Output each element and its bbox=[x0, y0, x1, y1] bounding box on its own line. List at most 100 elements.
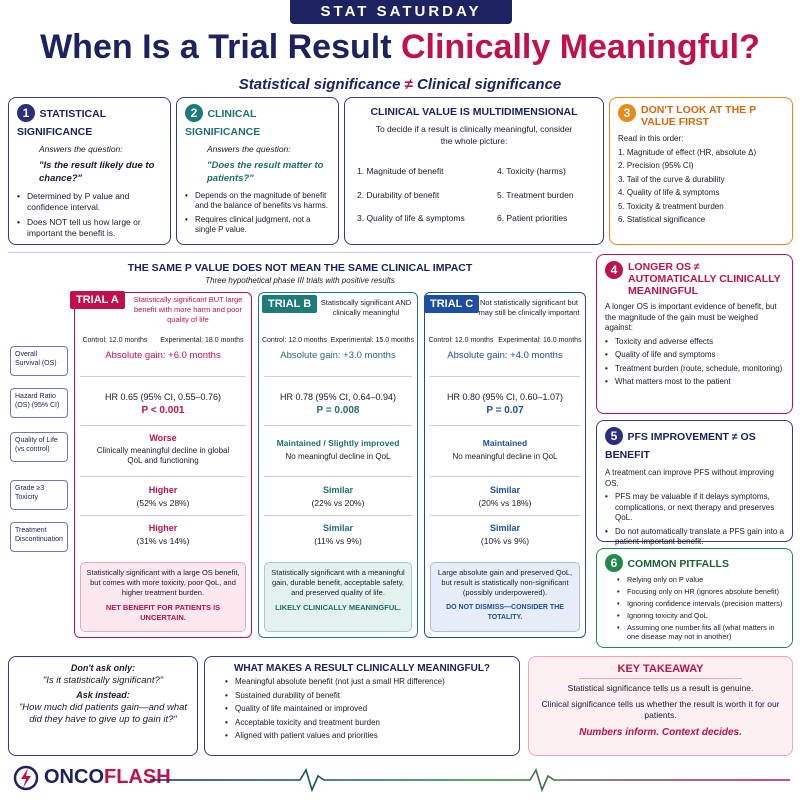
criteria-item: Sustained durability of benefit bbox=[225, 691, 509, 702]
trial-c-summary: Large absolute gain and preserved QoL, b… bbox=[430, 562, 580, 632]
dimension-item: 1. Magnitude of benefit bbox=[357, 166, 444, 176]
criteria-item: Meaningful absolute benefit (not just a … bbox=[225, 677, 509, 688]
row-label-os: Overall Survival (OS) bbox=[10, 346, 68, 376]
dimension-item: 6. Patient priorities bbox=[497, 213, 568, 223]
series-badge: STAT SATURDAY bbox=[290, 0, 512, 24]
bullet: Does NOT tell us how large or important … bbox=[17, 217, 162, 240]
qol-result: Maintained bbox=[482, 438, 528, 448]
trial-b-column bbox=[258, 292, 418, 638]
verdict: LIKELY CLINICALLY MEANINGFUL. bbox=[275, 603, 401, 612]
box-title: PFS IMPROVEMENT ≠ OS BENEFIT bbox=[605, 431, 756, 462]
toxicity-detail: (22% vs 20%) bbox=[311, 497, 365, 508]
longer-os-box: 4 LONGER OS ≠ AUTOMATICALLY CLINICALLY ME… bbox=[596, 254, 793, 414]
box-title: LONGER OS ≠ AUTOMATICALLY CLINICALLY MEA… bbox=[628, 261, 781, 297]
discontinuation-detail: (11% vs 9%) bbox=[314, 535, 362, 546]
box-ask-label: Answers the question: bbox=[39, 144, 123, 155]
number-badge: 5 bbox=[605, 427, 623, 445]
takeaway-line: Clinical significance tells us whether t… bbox=[541, 699, 780, 720]
clinical-significance-box: 2 CLINICAL SIGNIFICANCE Answers the ques… bbox=[176, 97, 339, 245]
dimension-list-left: 1. Magnitude of benefit 2. Durability of… bbox=[357, 166, 487, 225]
control-os: Control: 12.0 months bbox=[82, 337, 148, 344]
qol-detail: No meaningful decline in QoL bbox=[285, 451, 391, 461]
row-label-discontinuation: Treatment Discontinuation bbox=[10, 522, 68, 552]
reading-order-list: 1. Magnitude of effect (HR, absolute Δ) … bbox=[618, 148, 784, 226]
box-title: STATISTICAL SIGNIFICANCE bbox=[17, 108, 106, 139]
criteria-item: Quality of life maintained or improved bbox=[225, 704, 509, 715]
dimension-item: 2. Durability of benefit bbox=[357, 189, 440, 200]
toxicity-result: Similar bbox=[322, 485, 353, 495]
key-takeaway-box: KEY TAKEAWAY Statistical significance te… bbox=[528, 656, 793, 756]
box-ask-label: Answers the question: bbox=[207, 144, 291, 155]
box-bullets: Depends on the magnitude of benefit and … bbox=[185, 191, 330, 236]
pitfall-item: Relying only on P value bbox=[617, 575, 784, 584]
takeaway-line: Statistical significance tells us a resu… bbox=[567, 683, 754, 693]
trial-c-tag: TRIAL C bbox=[424, 295, 480, 313]
list-item: 6. Statistical significance bbox=[618, 215, 706, 224]
bullet: Treatment burden (route, schedule, monit… bbox=[605, 364, 784, 375]
box-title: KEY TAKEAWAY bbox=[617, 663, 704, 675]
qol-result: Maintained / Slightly improved bbox=[276, 438, 400, 448]
bullet: Determined by P value and confidence int… bbox=[17, 191, 162, 214]
box-intro: A treatment can improve PFS without impr… bbox=[605, 468, 774, 488]
trials-heading: THE SAME P VALUE DOES NOT MEAN THE SAME … bbox=[127, 262, 473, 274]
trial-b-tag: TRIAL B bbox=[262, 295, 318, 313]
bullet: Do not automatically translate a PFS gai… bbox=[605, 527, 784, 548]
bullet: Quality of life and symptoms bbox=[605, 350, 784, 361]
trial-b-description: Statistically significant AND clinically… bbox=[320, 298, 412, 317]
number-badge: 2 bbox=[185, 104, 203, 122]
absolute-gain: Absolute gain: +4.0 months bbox=[447, 349, 563, 361]
trial-a-column bbox=[74, 292, 252, 638]
ask-line: Don't ask only: bbox=[70, 663, 136, 673]
number-badge: 3 bbox=[618, 104, 636, 122]
bullet: Requires clinical judgment, not a single… bbox=[185, 215, 330, 236]
box-intro: Read in this order: bbox=[618, 134, 684, 143]
ask-line: Ask instead: bbox=[76, 690, 130, 700]
ask-instead-box: Don't ask only: "Is it statistically sig… bbox=[8, 656, 198, 756]
ecg-line-decoration bbox=[150, 768, 790, 793]
criteria-list: Meaningful absolute benefit (not just a … bbox=[225, 677, 509, 742]
hazard-ratio: HR 0.78 (95% CI, 0.64–0.94) bbox=[279, 392, 397, 402]
trials-section bbox=[8, 252, 592, 644]
discontinuation-detail: (31% vs 14%) bbox=[136, 535, 190, 546]
dimension-item: 3. Quality of life & symptoms bbox=[357, 213, 465, 223]
box-bullets: Toxicity and adverse effects Quality of … bbox=[605, 337, 784, 388]
pitfall-item: Focusing only on HR (ignores absolute be… bbox=[617, 587, 784, 596]
takeaway-emphasis: Numbers inform. Context decides. bbox=[579, 727, 742, 738]
row-label-toxicity: Grade ≥3 Toxicity bbox=[10, 480, 68, 510]
what-makes-meaningful-box: WHAT MAKES A RESULT CLINICALLY MEANINGFU… bbox=[204, 656, 520, 756]
trial-a-tag: TRIAL A bbox=[70, 291, 125, 309]
multidimensional-box: CLINICAL VALUE IS MULTIDIMENSIONAL To de… bbox=[344, 97, 604, 245]
number-badge: 1 bbox=[17, 104, 35, 122]
box-bullets: Determined by P value and confidence int… bbox=[17, 191, 162, 240]
experimental-os: Experimental: 15.0 months bbox=[330, 337, 415, 344]
qol-result: Worse bbox=[149, 433, 177, 443]
control-os: Control: 12.0 months bbox=[261, 337, 327, 344]
p-value: P = 0.07 bbox=[486, 404, 524, 416]
title-part-b: Clinically Meaningful? bbox=[400, 28, 760, 66]
box-intro: To decide if a result is clinically mean… bbox=[375, 124, 573, 146]
list-item: 1. Magnitude of effect (HR, absolute Δ) bbox=[618, 147, 757, 157]
dimension-list-right: 4. Toxicity (harms) 5. Treatment burden … bbox=[497, 166, 597, 225]
number-badge: 4 bbox=[605, 261, 623, 279]
pitfall-item: Assuming one number fits all (what matte… bbox=[617, 623, 784, 641]
row-label-qol: Quality of Life (vs control) bbox=[10, 432, 68, 462]
common-pitfalls-box: 6 COMMON PITFALLS Relying only on P valu… bbox=[596, 548, 793, 648]
summary-text: Statistically significant with a large O… bbox=[86, 568, 240, 597]
trial-a-description: Statistically significant BUT large bene… bbox=[133, 295, 243, 324]
hazard-ratio: HR 0.80 (95% CI, 0.60–1.07) bbox=[446, 392, 564, 402]
trials-subheading: Three hypothetical phase III trials with… bbox=[205, 276, 395, 285]
statistical-significance-box: 1 STATISTICAL SIGNIFICANCE Answers the q… bbox=[8, 97, 171, 245]
pitfall-item: Ignoring toxicity and QoL bbox=[617, 611, 784, 620]
box-title: WHAT MAKES A RESULT CLINICALLY MEANINGFU… bbox=[233, 663, 491, 674]
p-value: P = 0.008 bbox=[316, 404, 360, 416]
p-value-order-box: 3 DON'T LOOK AT THE P VALUE FIRST Read in… bbox=[609, 97, 793, 245]
verdict: NET BENEFIT FOR PATIENTS IS UNCERTAIN. bbox=[105, 603, 221, 622]
bullet: What matters most to the patient bbox=[605, 377, 784, 388]
verdict: DO NOT DISMISS—CONSIDER THE TOTALITY. bbox=[446, 604, 564, 621]
box-title: CLINICAL VALUE IS MULTIDIMENSIONAL bbox=[370, 106, 578, 118]
box-question: "Does the result matter to patients?" bbox=[207, 159, 324, 184]
box-title: DON'T LOOK AT THE P VALUE FIRST bbox=[641, 104, 756, 128]
trial-c-column bbox=[424, 292, 586, 638]
control-os: Control: 12.0 months bbox=[428, 337, 494, 344]
bullet: PFS may be valuable if it delays symptom… bbox=[605, 492, 784, 524]
